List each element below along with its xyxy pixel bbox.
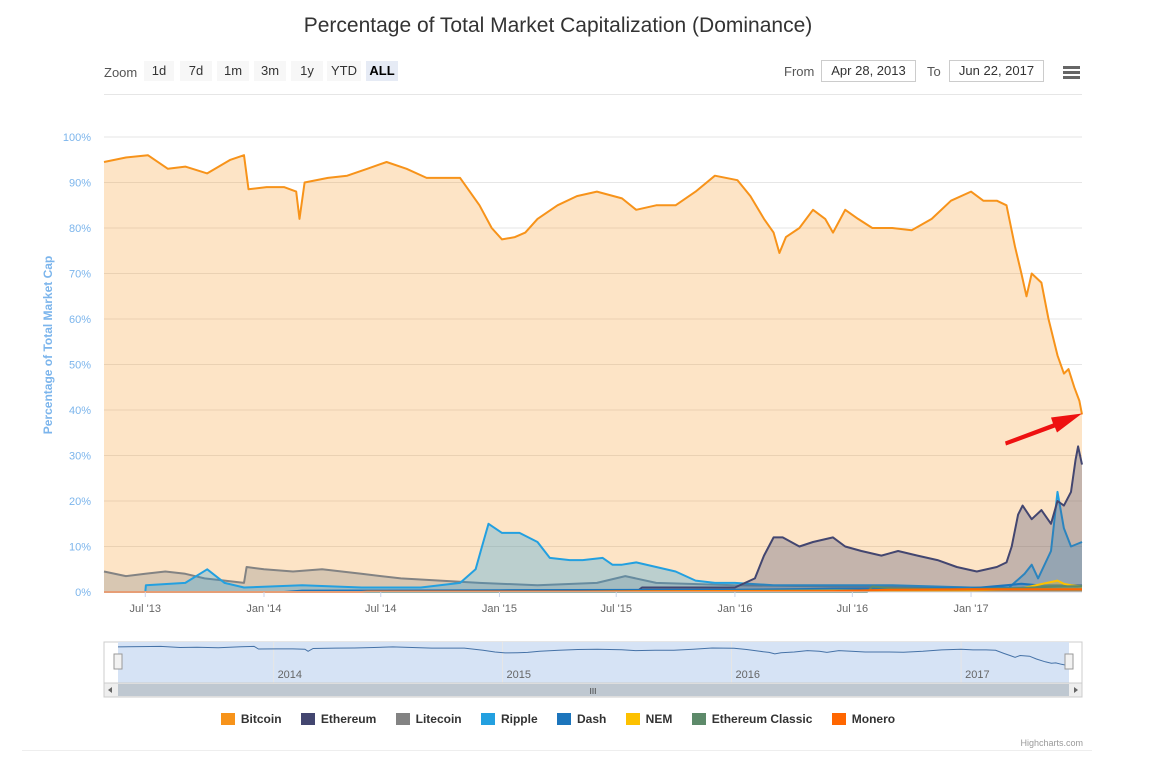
- range-divider: [104, 94, 1082, 95]
- y-tick-label: 30%: [69, 451, 91, 463]
- x-tick-label: Jul '13: [130, 603, 161, 615]
- scroll-right-arrow-icon[interactable]: [1074, 687, 1078, 693]
- y-tick-label: 20%: [69, 496, 91, 508]
- y-tick-label: 90%: [69, 178, 91, 190]
- scrollbar[interactable]: III: [103, 682, 1083, 698]
- x-tick-label: Jul '16: [837, 603, 868, 615]
- x-axis-ticks: Jul '13 Jan '14 Jul '14 Jan '15 Jul '15 Jan '…: [130, 592, 989, 615]
- navigator-year-label: 2017: [965, 669, 989, 681]
- y-tick-label: 100%: [63, 132, 91, 144]
- navigator-years: 2014 2015 2016 2017: [273, 642, 990, 683]
- legend-item-ethereum[interactable]: Ethereum: [300, 712, 377, 726]
- legend-item-litecoin[interactable]: Litecoin: [395, 712, 462, 726]
- ethereum-area: [104, 446, 1082, 592]
- zoom-button-1y[interactable]: 1y: [291, 61, 323, 81]
- annotation: [1005, 413, 1082, 446]
- legend-label: Monero: [851, 712, 896, 726]
- legend-swatch: [556, 713, 571, 725]
- x-tick-label: Jan '17: [953, 603, 988, 615]
- y-axis-ticks: 0% 10% 20% 30% 40% 50% 60% 70% 80% 90% 100%: [63, 132, 91, 599]
- y-tick-label: 70%: [69, 269, 91, 281]
- x-tick-label: Jul '14: [365, 603, 396, 615]
- zoom-label: Zoom: [104, 65, 138, 80]
- from-date-input[interactable]: Apr 28, 2013: [821, 60, 916, 82]
- to-date-input[interactable]: Jun 22, 2017: [949, 60, 1044, 82]
- legend-swatch: [480, 713, 495, 725]
- ethereum-line: [104, 445, 1083, 593]
- legend-label: Litecoin: [415, 712, 462, 726]
- navigator[interactable]: 2014 2015 2016 2017: [103, 641, 1083, 684]
- zoom-button-1d[interactable]: 1d: [144, 61, 174, 81]
- legend-label: Bitcoin: [240, 712, 282, 726]
- legend-label: NEM: [645, 712, 673, 726]
- navigator-right-handle[interactable]: [1064, 653, 1074, 670]
- scroll-left-arrow-icon[interactable]: [108, 687, 112, 693]
- navigator-selection[interactable]: [118, 642, 1069, 683]
- legend-label: Ethereum: [320, 712, 377, 726]
- legend-label: Ethereum Classic: [711, 712, 813, 726]
- annotation-arrow: [1005, 413, 1082, 446]
- navigator-year-label: 2014: [278, 669, 302, 681]
- legend-label: Dash: [576, 712, 607, 726]
- y-axis-title: Percentage of Total Market Cap: [41, 256, 55, 435]
- legend-item-bitcoin[interactable]: Bitcoin: [220, 712, 282, 726]
- series: [103, 154, 1083, 593]
- y-tick-label: 40%: [69, 405, 91, 417]
- y-tick-label: 60%: [69, 314, 91, 326]
- x-tick-label: Jan '16: [717, 603, 752, 615]
- credits-link[interactable]: Highcharts.com: [1020, 738, 1083, 748]
- grid: [104, 136, 1082, 547]
- scrollbar-grip: III: [590, 687, 597, 696]
- legend-item-ethereum-classic[interactable]: Ethereum Classic: [691, 712, 813, 726]
- zoom-button-all[interactable]: ALL: [366, 61, 398, 81]
- x-tick-label: Jan '14: [246, 603, 281, 615]
- y-tick-label: 10%: [69, 542, 91, 554]
- litecoin-line: [103, 566, 1082, 590]
- legend-swatch: [691, 713, 706, 725]
- y-tick-label: 50%: [69, 360, 91, 372]
- bitcoin-line: [103, 154, 1083, 415]
- main-chart[interactable]: 0% 10% 20% 30% 40% 50% 60% 70% 80% 90% 100% Percen…: [0, 0, 1158, 710]
- legend-swatch: [220, 713, 235, 725]
- legend-swatch: [395, 713, 410, 725]
- x-tick-label: Jul '15: [600, 603, 631, 615]
- legend-swatch: [300, 713, 315, 725]
- navigator-year-label: 2016: [736, 669, 760, 681]
- ripple-line: [104, 490, 1083, 593]
- to-label: To: [927, 64, 941, 79]
- zoom-button-3m[interactable]: 3m: [254, 61, 286, 81]
- navigator-left-handle[interactable]: [113, 653, 123, 670]
- legend-item-dash[interactable]: Dash: [556, 712, 607, 726]
- scrollbar-thumb[interactable]: [118, 684, 1069, 696]
- zoom-button-7d[interactable]: 7d: [180, 61, 212, 81]
- chart-title: Percentage of Total Market Capitalizatio…: [303, 14, 813, 37]
- legend-swatch: [831, 713, 846, 725]
- legend: Bitcoin Ethereum Litecoin Ripple Dash NE…: [0, 712, 1116, 726]
- legend-item-nem[interactable]: NEM: [625, 712, 673, 726]
- y-tick-label: 0%: [75, 587, 91, 599]
- x-tick-label: Jan '15: [482, 603, 517, 615]
- y-tick-label: 80%: [69, 223, 91, 235]
- legend-swatch: [625, 713, 640, 725]
- hamburger-menu-icon[interactable]: [1063, 66, 1080, 79]
- legend-item-ripple[interactable]: Ripple: [480, 712, 538, 726]
- footer-divider: [22, 750, 1092, 751]
- zoom-button-ytd[interactable]: YTD: [327, 61, 361, 81]
- legend-item-monero[interactable]: Monero: [831, 712, 896, 726]
- bitcoin-area: [104, 155, 1082, 592]
- ripple-area: [104, 491, 1082, 592]
- navigator-year-label: 2015: [507, 669, 531, 681]
- zoom-button-1m[interactable]: 1m: [217, 61, 249, 81]
- navigator-series-line: [117, 645, 1070, 667]
- legend-label: Ripple: [500, 712, 538, 726]
- from-label: From: [784, 64, 815, 79]
